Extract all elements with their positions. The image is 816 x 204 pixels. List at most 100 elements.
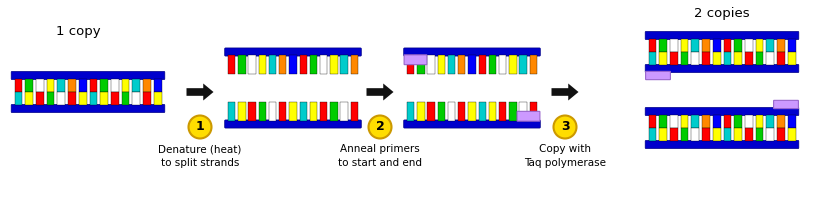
Bar (745, 39, 752, 52)
Bar (448, 102, 455, 121)
Bar (681, 128, 689, 141)
Bar (713, 39, 721, 52)
Bar (724, 128, 731, 141)
Bar (290, 102, 297, 121)
Bar (36, 92, 43, 105)
Text: Denature (heat)
to split strands: Denature (heat) to split strands (158, 144, 242, 168)
FancyBboxPatch shape (645, 64, 799, 73)
Text: 2: 2 (375, 121, 384, 133)
Bar (756, 39, 763, 52)
Bar (724, 52, 731, 65)
Bar (79, 92, 86, 105)
Bar (724, 39, 731, 52)
Bar (25, 92, 33, 105)
Bar (681, 39, 689, 52)
Bar (228, 102, 235, 121)
Bar (670, 128, 677, 141)
Bar (766, 52, 774, 65)
Bar (330, 102, 338, 121)
Bar (766, 39, 774, 52)
Bar (407, 55, 415, 74)
Bar (659, 115, 667, 128)
Bar (132, 79, 140, 92)
Bar (702, 128, 710, 141)
FancyBboxPatch shape (224, 120, 361, 128)
Bar (47, 92, 55, 105)
FancyBboxPatch shape (404, 55, 427, 65)
Bar (702, 115, 710, 128)
Bar (478, 102, 486, 121)
Text: 1: 1 (196, 121, 204, 133)
Bar (702, 52, 710, 65)
FancyArrow shape (187, 83, 214, 101)
FancyBboxPatch shape (404, 48, 540, 56)
Bar (428, 55, 435, 74)
Bar (649, 52, 656, 65)
Bar (15, 79, 22, 92)
Bar (713, 52, 721, 65)
Bar (734, 115, 742, 128)
FancyBboxPatch shape (404, 120, 540, 128)
Bar (79, 79, 86, 92)
Bar (787, 39, 796, 52)
Text: Copy with
Taq polymerase: Copy with Taq polymerase (524, 144, 606, 168)
Bar (787, 115, 796, 128)
Bar (248, 55, 255, 74)
Circle shape (553, 115, 576, 139)
Bar (111, 79, 118, 92)
Bar (330, 55, 338, 74)
Bar (417, 55, 424, 74)
Bar (57, 92, 65, 105)
Bar (153, 79, 162, 92)
FancyBboxPatch shape (11, 104, 165, 113)
Circle shape (369, 115, 392, 139)
Bar (681, 115, 689, 128)
Bar (299, 55, 307, 74)
Bar (787, 52, 796, 65)
Bar (659, 128, 667, 141)
Bar (745, 128, 752, 141)
Bar (111, 92, 118, 105)
Bar (713, 128, 721, 141)
Bar (57, 79, 65, 92)
Bar (122, 92, 130, 105)
Bar (468, 102, 476, 121)
Bar (756, 128, 763, 141)
Bar (530, 55, 537, 74)
Text: 2 copies: 2 copies (694, 7, 750, 20)
Bar (68, 92, 76, 105)
Bar (691, 52, 699, 65)
Circle shape (188, 115, 211, 139)
Text: 1 copy: 1 copy (55, 26, 100, 39)
Bar (228, 55, 235, 74)
Bar (745, 115, 752, 128)
Bar (670, 115, 677, 128)
Bar (90, 79, 97, 92)
Bar (756, 52, 763, 65)
Bar (299, 102, 307, 121)
Bar (15, 92, 22, 105)
Bar (681, 52, 689, 65)
FancyArrow shape (366, 83, 393, 101)
FancyBboxPatch shape (224, 48, 361, 56)
Bar (777, 52, 785, 65)
Bar (520, 102, 527, 121)
Bar (340, 102, 348, 121)
Bar (734, 39, 742, 52)
Bar (428, 102, 435, 121)
Bar (499, 55, 507, 74)
FancyBboxPatch shape (645, 71, 671, 80)
FancyArrow shape (552, 83, 579, 101)
Bar (670, 52, 677, 65)
Bar (122, 79, 130, 92)
Bar (787, 128, 796, 141)
Bar (238, 102, 246, 121)
Bar (268, 55, 277, 74)
Bar (766, 115, 774, 128)
Bar (468, 55, 476, 74)
Bar (310, 102, 317, 121)
Bar (340, 55, 348, 74)
Bar (777, 115, 785, 128)
FancyBboxPatch shape (645, 140, 799, 149)
Bar (279, 102, 286, 121)
